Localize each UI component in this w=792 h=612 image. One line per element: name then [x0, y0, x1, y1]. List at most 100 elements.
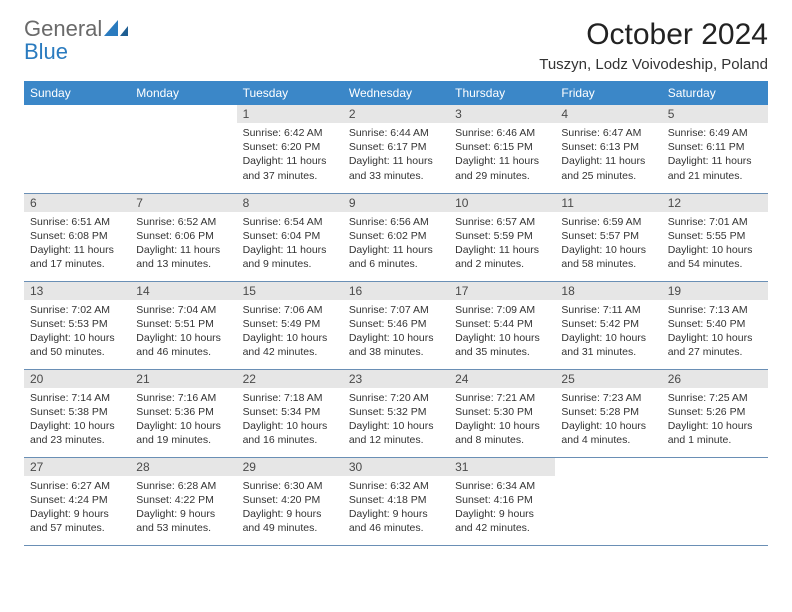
calendar-header-row: SundayMondayTuesdayWednesdayThursdayFrid… [24, 81, 768, 105]
calendar-page: General Blue October 2024 Tuszyn, Lodz V… [0, 0, 792, 564]
calendar-day-cell: 6Sunrise: 6:51 AMSunset: 6:08 PMDaylight… [24, 193, 130, 281]
day-details: Sunrise: 6:32 AMSunset: 4:18 PMDaylight:… [343, 476, 449, 540]
weekday-header: Tuesday [237, 81, 343, 105]
calendar-day-cell: 3Sunrise: 6:46 AMSunset: 6:15 PMDaylight… [449, 105, 555, 193]
calendar-empty-cell [555, 457, 661, 545]
weekday-header: Wednesday [343, 81, 449, 105]
weekday-header: Thursday [449, 81, 555, 105]
calendar-day-cell: 9Sunrise: 6:56 AMSunset: 6:02 PMDaylight… [343, 193, 449, 281]
title-block: October 2024 Tuszyn, Lodz Voivodeship, P… [539, 18, 768, 73]
day-details: Sunrise: 6:30 AMSunset: 4:20 PMDaylight:… [237, 476, 343, 540]
calendar-day-cell: 4Sunrise: 6:47 AMSunset: 6:13 PMDaylight… [555, 105, 661, 193]
calendar-day-cell: 8Sunrise: 6:54 AMSunset: 6:04 PMDaylight… [237, 193, 343, 281]
day-details: Sunrise: 6:54 AMSunset: 6:04 PMDaylight:… [237, 212, 343, 276]
day-number: 15 [237, 282, 343, 300]
calendar-day-cell: 1Sunrise: 6:42 AMSunset: 6:20 PMDaylight… [237, 105, 343, 193]
day-details: Sunrise: 6:52 AMSunset: 6:06 PMDaylight:… [130, 212, 236, 276]
calendar-week-row: 20Sunrise: 7:14 AMSunset: 5:38 PMDayligh… [24, 369, 768, 457]
day-details: Sunrise: 6:49 AMSunset: 6:11 PMDaylight:… [662, 123, 768, 187]
day-number: 27 [24, 458, 130, 476]
day-number: 12 [662, 194, 768, 212]
day-number: 8 [237, 194, 343, 212]
logo-text-general: General [24, 16, 102, 41]
day-number: 17 [449, 282, 555, 300]
day-number: 23 [343, 370, 449, 388]
day-details: Sunrise: 7:02 AMSunset: 5:53 PMDaylight:… [24, 300, 130, 364]
day-details: Sunrise: 7:21 AMSunset: 5:30 PMDaylight:… [449, 388, 555, 452]
location: Tuszyn, Lodz Voivodeship, Poland [539, 56, 768, 73]
day-number: 24 [449, 370, 555, 388]
day-number: 5 [662, 105, 768, 123]
day-details: Sunrise: 6:47 AMSunset: 6:13 PMDaylight:… [555, 123, 661, 187]
logo: General Blue [24, 18, 128, 64]
calendar-day-cell: 23Sunrise: 7:20 AMSunset: 5:32 PMDayligh… [343, 369, 449, 457]
day-number: 30 [343, 458, 449, 476]
header: General Blue October 2024 Tuszyn, Lodz V… [24, 18, 768, 73]
day-number: 6 [24, 194, 130, 212]
day-number: 29 [237, 458, 343, 476]
day-details: Sunrise: 6:27 AMSunset: 4:24 PMDaylight:… [24, 476, 130, 540]
calendar-week-row: 13Sunrise: 7:02 AMSunset: 5:53 PMDayligh… [24, 281, 768, 369]
calendar-day-cell: 12Sunrise: 7:01 AMSunset: 5:55 PMDayligh… [662, 193, 768, 281]
calendar-day-cell: 31Sunrise: 6:34 AMSunset: 4:16 PMDayligh… [449, 457, 555, 545]
calendar-day-cell: 20Sunrise: 7:14 AMSunset: 5:38 PMDayligh… [24, 369, 130, 457]
calendar-table: SundayMondayTuesdayWednesdayThursdayFrid… [24, 81, 768, 546]
weekday-header: Friday [555, 81, 661, 105]
calendar-empty-cell [24, 105, 130, 193]
calendar-day-cell: 30Sunrise: 6:32 AMSunset: 4:18 PMDayligh… [343, 457, 449, 545]
day-number: 14 [130, 282, 236, 300]
day-details: Sunrise: 7:07 AMSunset: 5:46 PMDaylight:… [343, 300, 449, 364]
day-details: Sunrise: 7:23 AMSunset: 5:28 PMDaylight:… [555, 388, 661, 452]
weekday-header: Saturday [662, 81, 768, 105]
day-details: Sunrise: 7:16 AMSunset: 5:36 PMDaylight:… [130, 388, 236, 452]
day-details: Sunrise: 7:18 AMSunset: 5:34 PMDaylight:… [237, 388, 343, 452]
calendar-week-row: 27Sunrise: 6:27 AMSunset: 4:24 PMDayligh… [24, 457, 768, 545]
day-details: Sunrise: 7:11 AMSunset: 5:42 PMDaylight:… [555, 300, 661, 364]
calendar-empty-cell [662, 457, 768, 545]
day-number: 20 [24, 370, 130, 388]
weekday-header: Sunday [24, 81, 130, 105]
day-details: Sunrise: 6:57 AMSunset: 5:59 PMDaylight:… [449, 212, 555, 276]
day-details: Sunrise: 6:59 AMSunset: 5:57 PMDaylight:… [555, 212, 661, 276]
day-details: Sunrise: 7:13 AMSunset: 5:40 PMDaylight:… [662, 300, 768, 364]
calendar-empty-cell [130, 105, 236, 193]
day-number: 13 [24, 282, 130, 300]
calendar-week-row: 6Sunrise: 6:51 AMSunset: 6:08 PMDaylight… [24, 193, 768, 281]
day-number: 4 [555, 105, 661, 123]
day-number: 11 [555, 194, 661, 212]
day-details: Sunrise: 7:04 AMSunset: 5:51 PMDaylight:… [130, 300, 236, 364]
logo-sail-icon [104, 20, 128, 36]
day-number: 1 [237, 105, 343, 123]
day-details: Sunrise: 7:25 AMSunset: 5:26 PMDaylight:… [662, 388, 768, 452]
day-number: 19 [662, 282, 768, 300]
day-details: Sunrise: 6:56 AMSunset: 6:02 PMDaylight:… [343, 212, 449, 276]
day-details: Sunrise: 6:28 AMSunset: 4:22 PMDaylight:… [130, 476, 236, 540]
logo-text-blue: Blue [24, 39, 68, 64]
weekday-header: Monday [130, 81, 236, 105]
day-details: Sunrise: 7:01 AMSunset: 5:55 PMDaylight:… [662, 212, 768, 276]
calendar-day-cell: 21Sunrise: 7:16 AMSunset: 5:36 PMDayligh… [130, 369, 236, 457]
calendar-day-cell: 27Sunrise: 6:27 AMSunset: 4:24 PMDayligh… [24, 457, 130, 545]
calendar-day-cell: 19Sunrise: 7:13 AMSunset: 5:40 PMDayligh… [662, 281, 768, 369]
calendar-day-cell: 11Sunrise: 6:59 AMSunset: 5:57 PMDayligh… [555, 193, 661, 281]
day-details: Sunrise: 6:46 AMSunset: 6:15 PMDaylight:… [449, 123, 555, 187]
day-details: Sunrise: 6:51 AMSunset: 6:08 PMDaylight:… [24, 212, 130, 276]
calendar-day-cell: 10Sunrise: 6:57 AMSunset: 5:59 PMDayligh… [449, 193, 555, 281]
day-number: 16 [343, 282, 449, 300]
day-number: 9 [343, 194, 449, 212]
day-number: 22 [237, 370, 343, 388]
calendar-day-cell: 24Sunrise: 7:21 AMSunset: 5:30 PMDayligh… [449, 369, 555, 457]
day-details: Sunrise: 7:14 AMSunset: 5:38 PMDaylight:… [24, 388, 130, 452]
calendar-day-cell: 28Sunrise: 6:28 AMSunset: 4:22 PMDayligh… [130, 457, 236, 545]
calendar-day-cell: 16Sunrise: 7:07 AMSunset: 5:46 PMDayligh… [343, 281, 449, 369]
day-details: Sunrise: 6:34 AMSunset: 4:16 PMDaylight:… [449, 476, 555, 540]
calendar-body: 1Sunrise: 6:42 AMSunset: 6:20 PMDaylight… [24, 105, 768, 545]
day-number: 7 [130, 194, 236, 212]
day-number: 28 [130, 458, 236, 476]
day-number: 25 [555, 370, 661, 388]
calendar-day-cell: 13Sunrise: 7:02 AMSunset: 5:53 PMDayligh… [24, 281, 130, 369]
day-details: Sunrise: 7:06 AMSunset: 5:49 PMDaylight:… [237, 300, 343, 364]
day-number: 10 [449, 194, 555, 212]
month-title: October 2024 [539, 18, 768, 52]
calendar-day-cell: 25Sunrise: 7:23 AMSunset: 5:28 PMDayligh… [555, 369, 661, 457]
